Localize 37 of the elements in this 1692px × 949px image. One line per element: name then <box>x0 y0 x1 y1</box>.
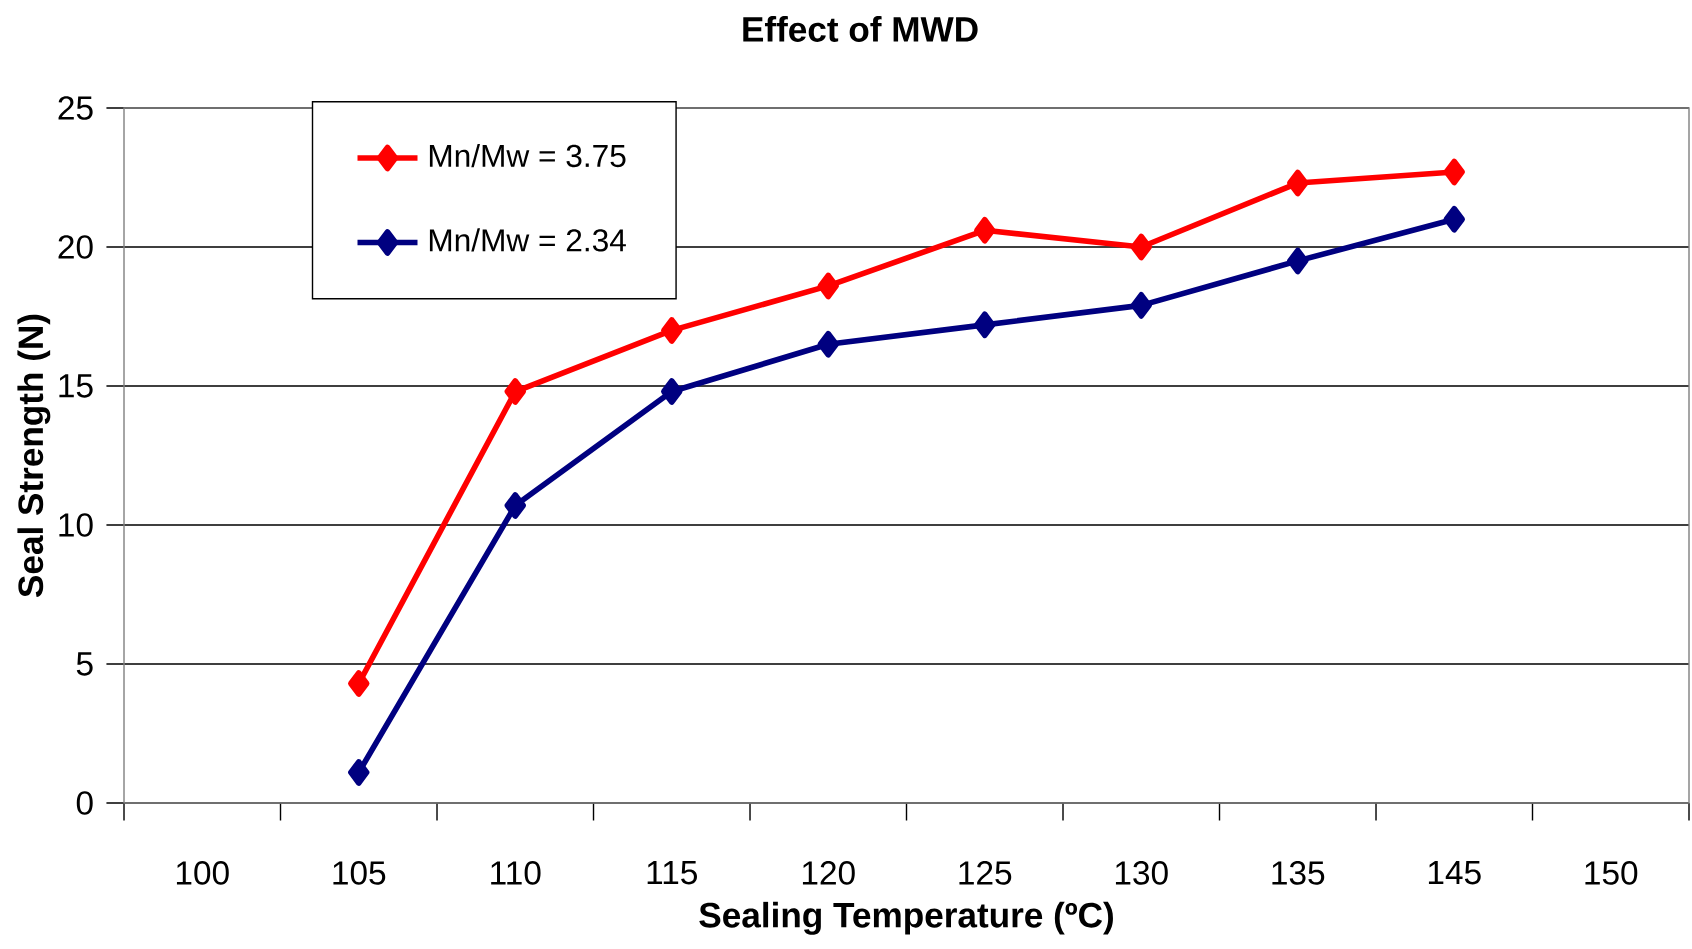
y-tick-label: 5 <box>76 652 93 676</box>
x-tick-label: 135 <box>1272 861 1325 885</box>
point <box>1287 247 1309 275</box>
chart-title: Effect of MWD <box>743 16 978 42</box>
point <box>1443 158 1465 186</box>
point <box>1130 292 1152 319</box>
point <box>817 330 839 358</box>
point <box>504 492 526 519</box>
point <box>661 378 683 405</box>
point <box>817 272 839 300</box>
point <box>661 317 683 344</box>
point <box>974 216 996 244</box>
x-tick-label: 120 <box>802 861 855 885</box>
x-tick-label: 150 <box>1585 861 1638 885</box>
y-tick-label: 25 <box>58 96 93 120</box>
x-tick-label: 100 <box>176 861 229 885</box>
x-tick-label: 110 <box>491 861 541 885</box>
y-tick-label: 10 <box>59 513 93 537</box>
x-tick-label: 105 <box>333 861 386 885</box>
x-tick-label: 125 <box>959 861 1012 885</box>
point <box>348 670 370 697</box>
legend-label: Mn/Mw = 2.34 <box>429 228 626 252</box>
x-axis-title: Sealing Temperature (ºC) <box>699 901 1113 935</box>
point <box>1130 233 1152 261</box>
x-tick-label: 130 <box>1115 861 1168 885</box>
y-tick-label: 0 <box>76 791 93 815</box>
point <box>974 311 996 339</box>
y-tick-label: 15 <box>59 374 93 398</box>
y-axis-title: Seal Strength (N) <box>17 314 51 598</box>
point <box>1287 169 1309 197</box>
x-tick-label: 145 <box>1428 861 1481 885</box>
point <box>348 759 370 786</box>
point <box>1443 205 1465 233</box>
x-tick-label: 115 <box>647 861 697 885</box>
y-tick-label: 20 <box>58 235 93 259</box>
legend-label: Mn/Mw = 3.75 <box>429 143 626 168</box>
point <box>504 378 526 405</box>
